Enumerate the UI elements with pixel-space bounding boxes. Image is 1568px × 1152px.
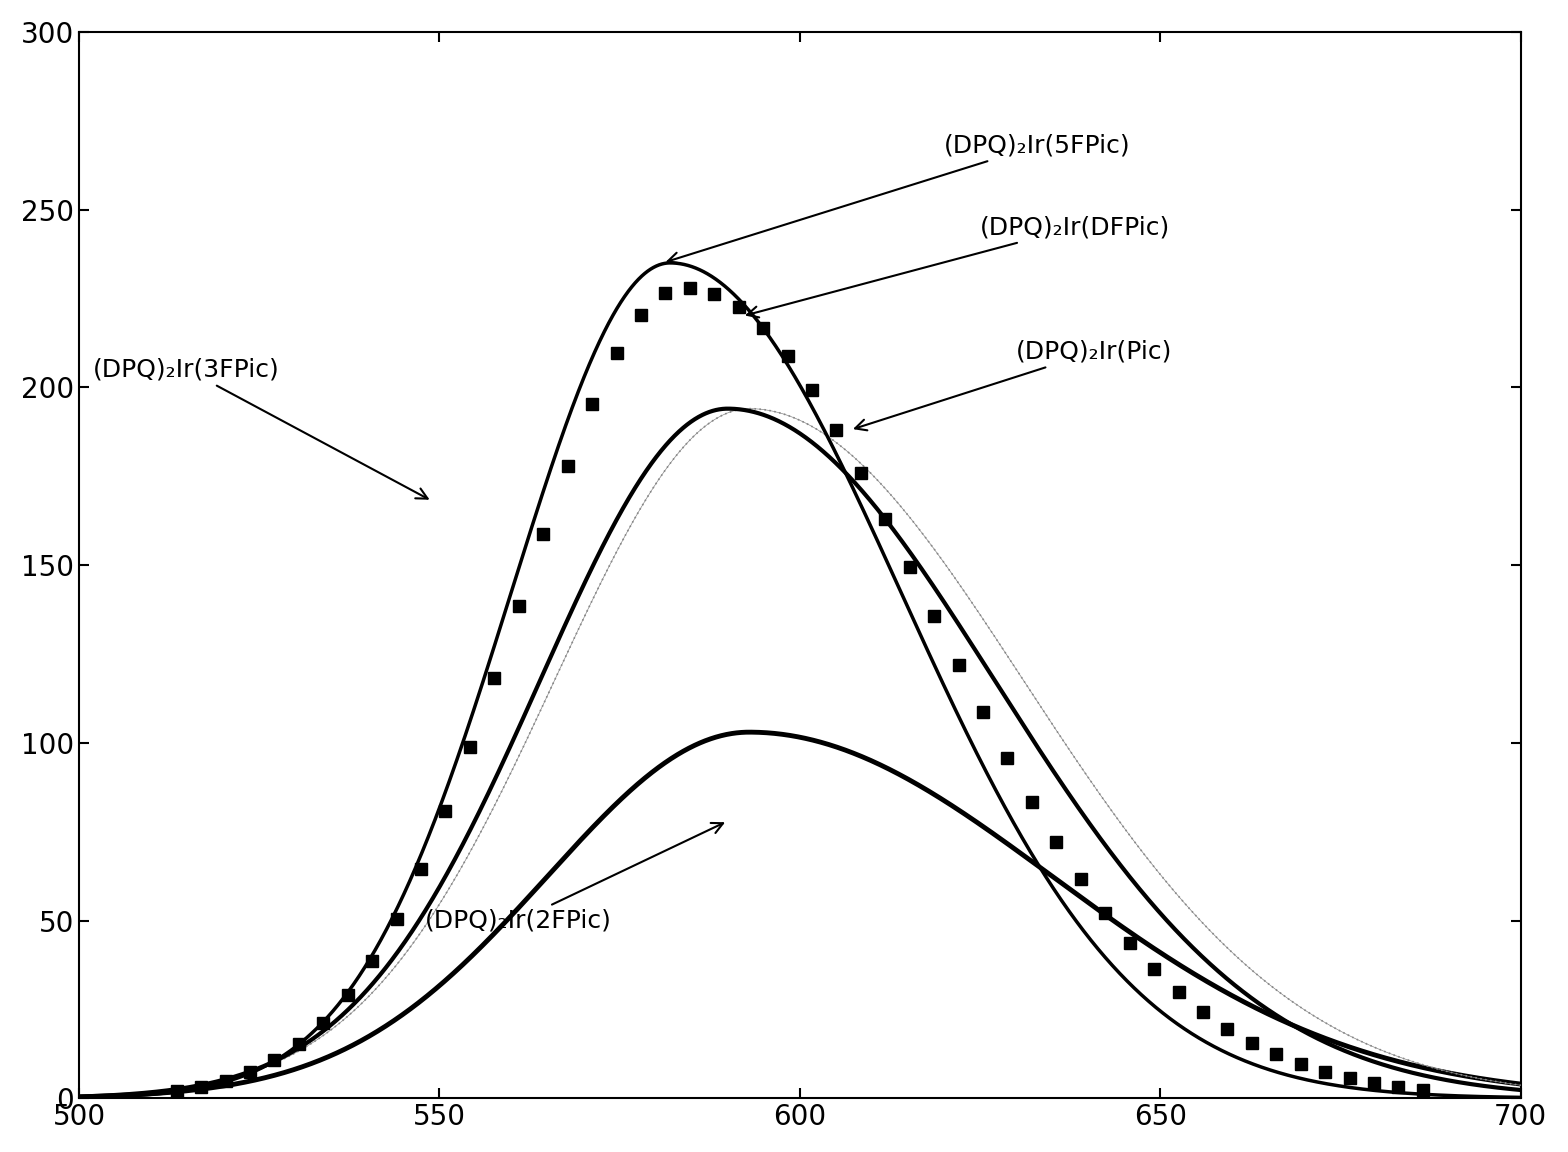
Text: (DPQ)₂Ir(Pic): (DPQ)₂Ir(Pic) — [855, 340, 1173, 431]
Text: (DPQ)₂Ir(3FPic): (DPQ)₂Ir(3FPic) — [94, 357, 428, 499]
Text: (DPQ)₂Ir(DFPic): (DPQ)₂Ir(DFPic) — [746, 215, 1170, 318]
Text: (DPQ)₂Ir(5FPic): (DPQ)₂Ir(5FPic) — [668, 134, 1131, 264]
Text: (DPQ)₂Ir(2FPic): (DPQ)₂Ir(2FPic) — [425, 823, 723, 933]
